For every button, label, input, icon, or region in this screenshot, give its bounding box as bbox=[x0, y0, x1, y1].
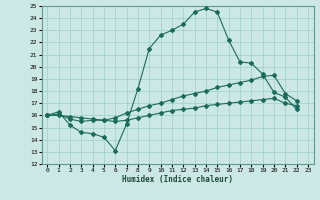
X-axis label: Humidex (Indice chaleur): Humidex (Indice chaleur) bbox=[122, 175, 233, 184]
